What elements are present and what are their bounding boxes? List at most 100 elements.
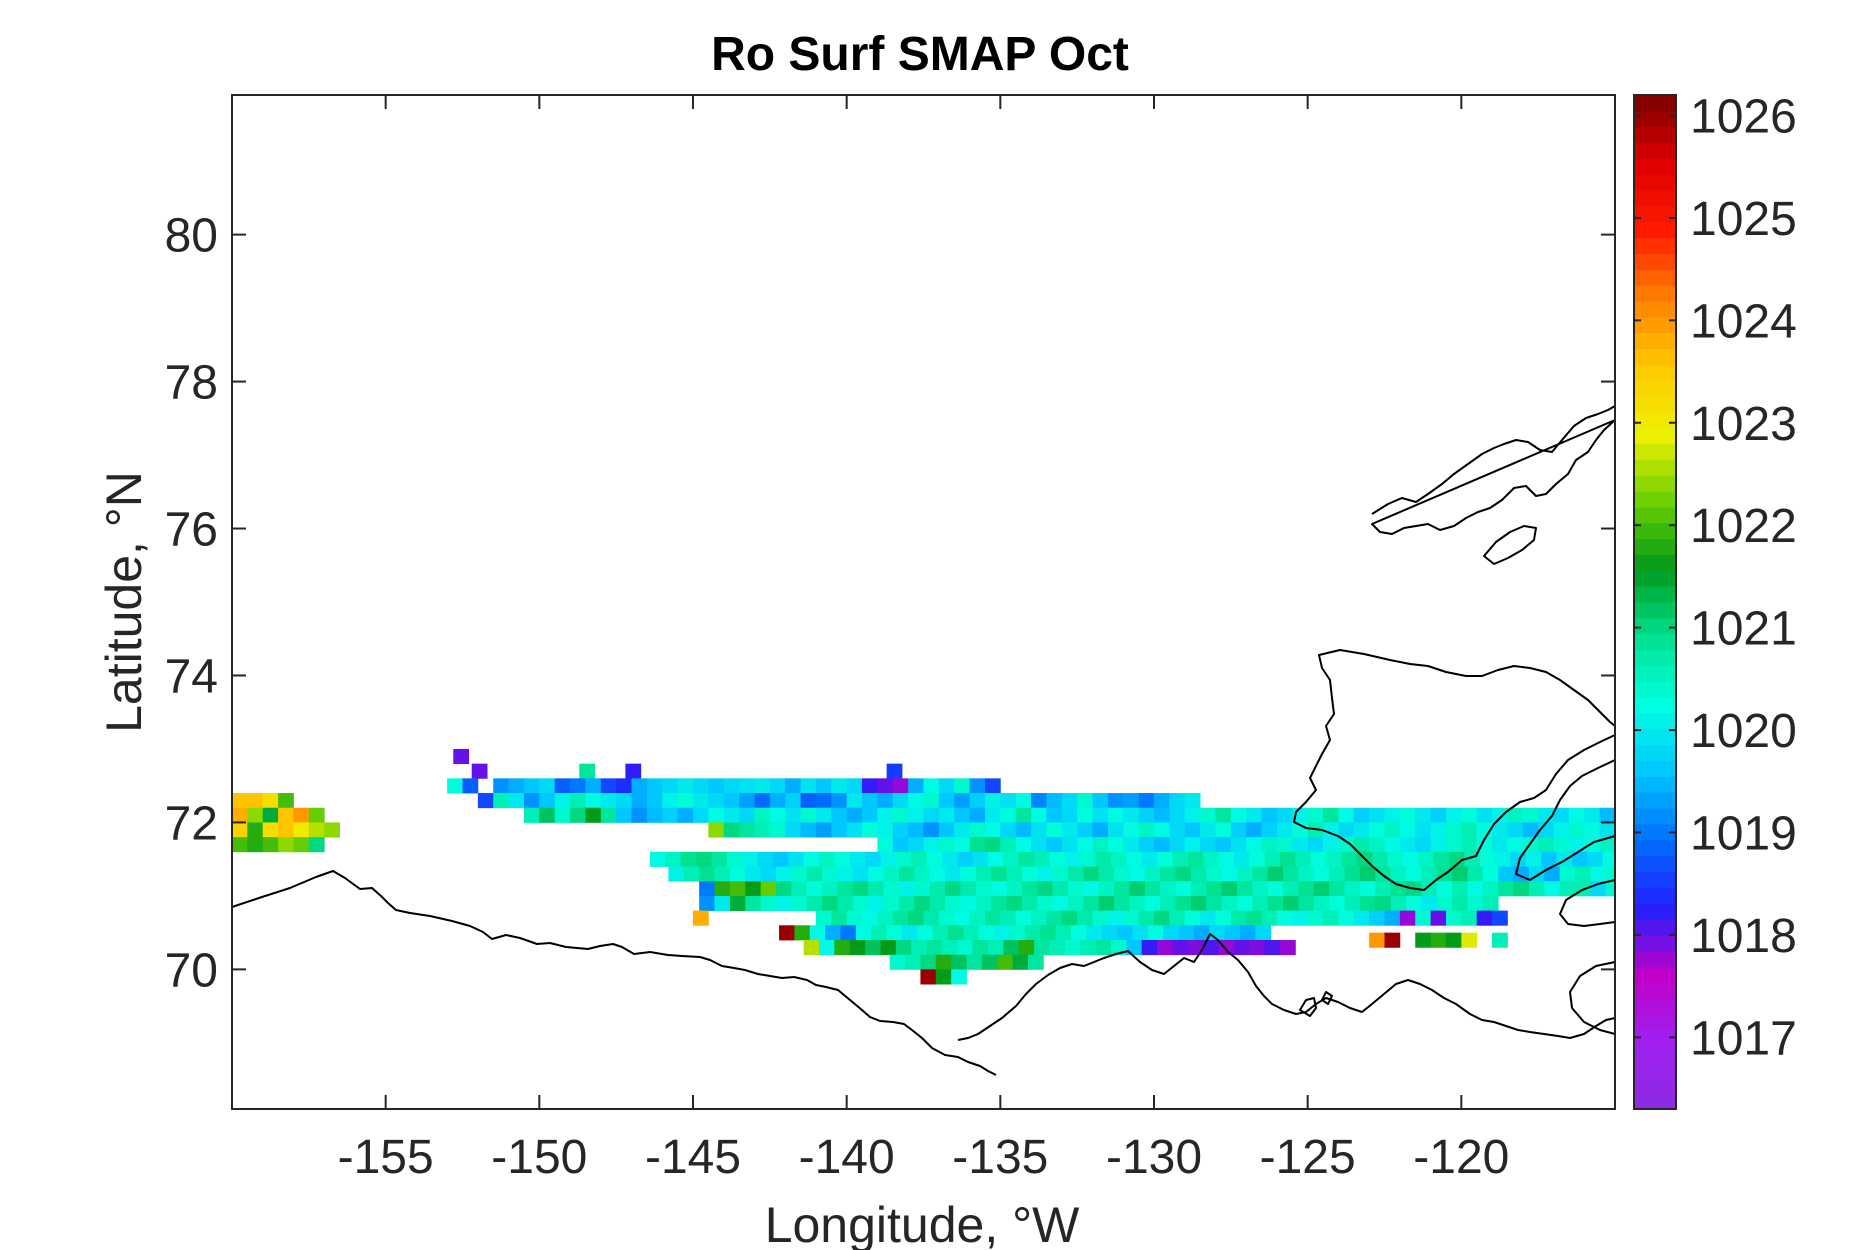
heatmap-cell [957, 851, 974, 867]
heatmap-cell [1000, 807, 1017, 823]
heatmap-cell [1098, 881, 1115, 897]
heatmap-cell [739, 822, 755, 838]
heatmap-cell [1138, 837, 1155, 853]
heatmap-cell [877, 807, 894, 823]
heatmap-cell [1221, 895, 1238, 912]
heatmap-cell [1344, 881, 1361, 897]
heatmap-cell [232, 807, 248, 823]
colorbar-band [1634, 126, 1676, 144]
heatmap-cell [714, 881, 731, 897]
heatmap-cell [1193, 925, 1210, 941]
heatmap-cell [923, 793, 940, 809]
colorbar-tick-label: 1024 [1690, 295, 1797, 348]
heatmap-cell [539, 778, 556, 794]
heatmap-cell [923, 778, 940, 794]
heatmap-cell [923, 807, 940, 823]
heatmap-cell [554, 793, 571, 809]
heatmap-cell [1031, 822, 1047, 838]
heatmap-cell [1436, 881, 1453, 897]
heatmap-cell [1184, 793, 1201, 809]
heatmap-cell [1415, 807, 1431, 823]
heatmap-cell [868, 866, 884, 882]
heatmap-cell [1605, 881, 1616, 897]
colorbar-ticks: 1017 1018 1019 1020 1021 1022 1023 1024 1025 1026 [1634, 90, 1797, 1065]
heatmap-cell [945, 895, 961, 912]
heatmap-cell [1200, 807, 1216, 823]
heatmap-cell [1098, 866, 1115, 882]
heatmap-cell [1525, 851, 1542, 867]
heatmap-cell [1415, 822, 1431, 838]
heatmap-cell [1175, 895, 1192, 912]
heatmap-cell [1310, 851, 1327, 867]
heatmap-cell [1538, 837, 1554, 853]
heatmap-cell [754, 793, 771, 809]
coastline [231, 405, 1616, 1076]
heatmap-cell [1129, 881, 1146, 897]
heatmap-cell [815, 822, 832, 838]
heatmap-cell [991, 895, 1007, 912]
heatmap-cell [1430, 837, 1447, 853]
heatmap-cell [785, 778, 801, 794]
heatmap-cell [1421, 881, 1438, 897]
colorbar-tick-label: 1021 [1690, 603, 1797, 656]
heatmap-cell [1445, 807, 1462, 823]
heatmap-cell [1430, 910, 1447, 926]
colorbar-band [1634, 491, 1676, 508]
heatmap-cell [1384, 807, 1401, 823]
colorbar-band [1634, 380, 1676, 397]
heatmap-cell [677, 778, 694, 794]
heatmap-cell [978, 925, 995, 941]
coastline-small-island [1483, 525, 1537, 565]
heatmap-cell [1163, 925, 1179, 941]
heatmap-cell [1031, 807, 1047, 823]
colorbar-band [1634, 411, 1676, 429]
heatmap-cell [1353, 837, 1370, 853]
heatmap-cell [938, 910, 955, 926]
heatmap-cell [895, 851, 912, 867]
heatmap-cell [1575, 866, 1591, 882]
heatmap-cell [815, 807, 832, 823]
heatmap-cell [1479, 851, 1496, 867]
heatmap-cell [1571, 851, 1588, 867]
heatmap-cell [1261, 910, 1278, 926]
heatmap-cell [1252, 881, 1269, 897]
coastline-prince-patrick-island [1371, 405, 1616, 535]
heatmap-cell [1522, 822, 1539, 838]
heatmap-cell [1415, 932, 1431, 948]
colorbar-band [1634, 522, 1676, 540]
heatmap-cell [1114, 881, 1130, 897]
heatmap-cell [880, 940, 897, 956]
heatmap-cell [877, 822, 894, 838]
heatmap-cell [668, 866, 685, 882]
heatmap-cell [1390, 866, 1407, 882]
heatmap-cell [1399, 807, 1416, 823]
heatmap-cell [769, 793, 786, 809]
heatmap-cell [693, 778, 709, 794]
heatmap-cell [1046, 910, 1063, 926]
heatmap-cell [822, 881, 838, 897]
heatmap-cell [923, 910, 940, 926]
heatmap-cell [760, 866, 777, 882]
heatmap-cell [1276, 822, 1293, 838]
heatmap-cell [680, 851, 697, 867]
heatmap-cell [1252, 895, 1269, 912]
heatmap-cell [453, 748, 470, 765]
heatmap-cell [554, 807, 571, 823]
heatmap-cell [892, 910, 909, 926]
heatmap-cell [665, 851, 682, 867]
heatmap-cell [729, 866, 746, 882]
heatmap-cell [1092, 910, 1109, 926]
heatmap-cell [1003, 851, 1020, 867]
heatmap-cell [1006, 881, 1023, 897]
heatmap-cell [600, 793, 617, 809]
heatmap-cell [969, 793, 986, 809]
heatmap-cell [1240, 925, 1256, 941]
heatmap-cell [855, 925, 872, 941]
coastline-banks-island [1293, 649, 1616, 891]
heatmap-cell [862, 793, 878, 809]
heatmap-cell [1402, 851, 1419, 867]
heatmap-cell [929, 866, 946, 882]
heatmap-cell [554, 778, 571, 794]
heatmap-cell [883, 881, 900, 897]
